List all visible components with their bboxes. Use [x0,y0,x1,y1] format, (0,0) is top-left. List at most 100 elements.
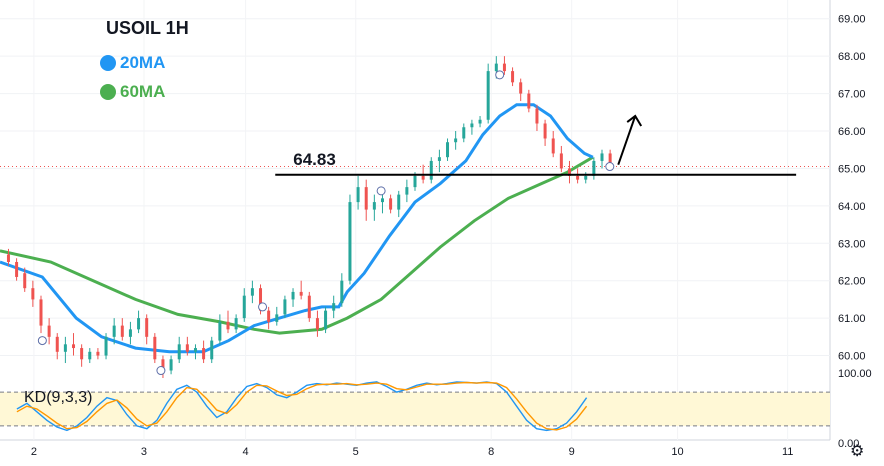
candle-body [80,348,84,360]
candle-body [551,138,555,154]
candle-body [592,160,596,176]
candle-body [112,325,116,337]
candle-body [128,329,132,337]
candle-body [218,321,222,341]
time-tick-label: 10 [671,446,683,458]
event-marker [37,336,47,346]
gear-icon[interactable]: ⚙ [850,443,865,460]
candle-body [96,351,100,356]
candle-body [470,123,474,128]
event-marker [156,366,166,376]
candle [405,179,409,203]
candle-body [511,71,515,83]
candle [80,344,84,367]
candle-body [567,168,571,176]
chart-annotations: 64.83 [37,70,797,376]
candle-body [502,63,506,72]
event-marker [605,162,615,172]
time-axis: 2 3 4 5 8 9 10 11 [31,446,794,458]
candle-body [559,153,563,169]
candle [502,56,506,75]
candle-body [446,142,450,158]
candle-body [259,288,263,311]
price-tick-label: 61.00 [838,313,866,325]
candle-body [486,71,490,120]
candle [104,333,108,360]
candle-body [519,82,523,94]
candle [72,333,76,356]
candle [55,333,59,360]
candle [462,123,466,143]
candle-body [437,157,441,161]
candle [340,273,344,307]
time-tick-label: 3 [141,446,147,458]
legend-item-60ma: 60MA [100,81,165,103]
candle-body [169,359,173,371]
candle [600,149,604,169]
candle [478,116,482,128]
candle-body [397,194,401,210]
candle [63,336,67,364]
candle [137,310,141,334]
candle-body [299,291,303,296]
candle [39,295,43,334]
ma20-line [0,103,594,354]
kd-indicator-label: KD(9,3,3) [24,389,93,406]
candle [470,119,474,135]
event-marker [376,186,386,196]
candle [210,336,214,364]
candle [15,258,19,281]
candle [348,194,352,285]
candle-body [202,348,206,360]
candle [145,314,149,345]
time-tick-label: 4 [243,446,249,458]
legend-swatch-60ma [100,84,116,100]
candle [299,280,303,300]
candle [389,194,393,214]
candle-body [161,359,165,371]
forecast-arrow [617,115,637,166]
candle [96,348,100,360]
time-tick-label: 11 [782,446,793,458]
price-tick-label: 69.00 [838,14,866,26]
candle-body [462,127,466,139]
candle-body [576,175,580,180]
moving-average-lines [0,103,594,354]
price-tick-label: 60.00 [838,351,866,363]
candle [592,157,596,180]
candle [6,248,10,266]
candle-body [478,119,482,124]
candle-body [527,93,531,109]
candle-body [137,318,141,330]
candle [543,119,547,146]
candle [31,280,35,307]
candle [315,310,319,337]
candle [551,130,555,158]
candle-body [372,202,376,210]
legend-item-20ma: 20MA [100,52,165,74]
candle [120,318,124,341]
candle [193,344,197,360]
kd-tick-label: 100.00 [838,368,872,380]
candle [283,295,287,319]
candle [397,190,401,218]
candle [437,149,441,173]
candle-body [55,336,59,352]
candle-body [153,336,157,360]
kd-band-fill [0,392,830,426]
candle-body [47,325,51,337]
time-tick-label: 5 [353,446,359,458]
candle-body [63,344,67,352]
candle-body [23,273,27,289]
kd-panel [0,381,830,432]
candle-body [31,288,35,300]
candle-body [226,321,230,330]
candle [267,306,271,330]
event-marker [258,302,268,312]
price-tick-label: 68.00 [838,51,866,63]
candle [486,63,490,124]
candle-body [88,351,92,360]
time-tick-label: 8 [488,446,494,458]
candle-body [543,123,547,139]
